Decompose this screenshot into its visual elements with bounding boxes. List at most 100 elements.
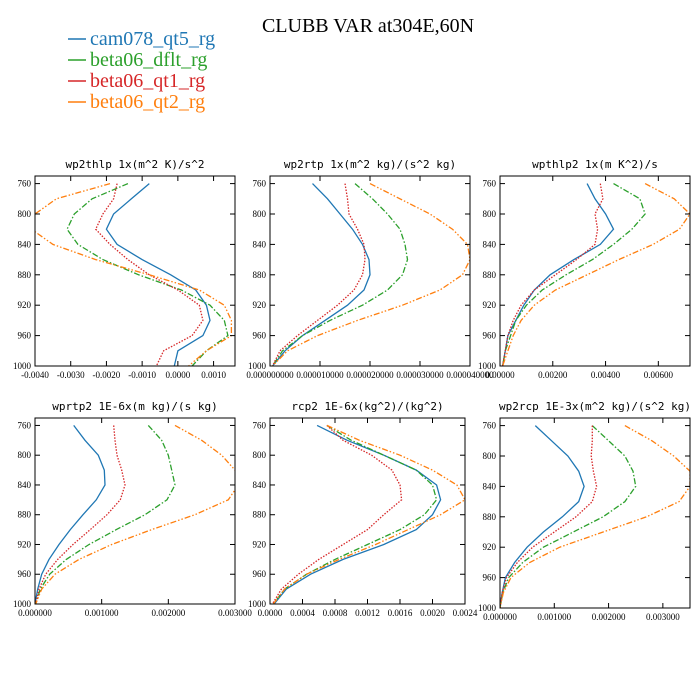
x-tick-label: -0.0020: [93, 370, 121, 380]
y-tick-label: 760: [18, 179, 32, 189]
series-line: [35, 424, 235, 604]
legend-entry: beta06_qt2_rg: [90, 91, 205, 113]
y-tick-label: 760: [483, 179, 497, 189]
panel-title: wp2rtp 1x(m^2 kg)/(s^2 kg): [284, 158, 456, 171]
y-tick-label: 840: [18, 480, 32, 490]
x-tick-label: 0.001000: [537, 612, 571, 622]
series-line: [66, 183, 229, 366]
series-line: [105, 183, 211, 366]
panel: wp2rcp 1E-3x(m^2 kg)/(s^2 kg)760 800 840 88…: [478, 400, 691, 622]
series-line: [271, 183, 366, 366]
series-line: [273, 424, 442, 604]
x-tick-label: 0.000030000: [396, 370, 444, 380]
x-tick-label: 0.002000: [151, 608, 185, 618]
x-tick-label: 0.000000: [18, 608, 52, 618]
y-tick-label: 920: [18, 300, 32, 310]
y-tick-label: 1000: [13, 599, 32, 609]
y-tick-label: 760: [253, 420, 267, 430]
y-tick-label: 800: [253, 209, 267, 219]
x-tick-label: 0.0010: [201, 370, 226, 380]
y-tick-label: 960: [253, 569, 267, 579]
y-tick-label: 960: [18, 569, 32, 579]
panel-title: wp2thlp 1x(m^2 K)/s^2: [65, 158, 204, 171]
y-tick-label: 880: [253, 510, 267, 520]
x-tick-label: -0.0030: [57, 370, 85, 380]
plot-frame: [269, 417, 466, 605]
y-tick-label: 920: [253, 539, 267, 549]
x-tick-label: 0.0012: [355, 608, 380, 618]
legend-entry: beta06_dflt_rg: [90, 49, 207, 71]
y-tick-label: 800: [253, 450, 267, 460]
y-tick-label: 840: [483, 239, 497, 249]
plot-frame: [34, 417, 236, 605]
y-tick-label: 1000: [478, 361, 497, 371]
x-tick-label: -0.0040: [21, 370, 49, 380]
series-line: [500, 425, 585, 608]
y-tick-label: 760: [253, 179, 267, 189]
plot-frame: [34, 175, 236, 367]
series-line: [35, 425, 126, 604]
y-tick-label: 760: [483, 421, 497, 431]
y-tick-label: 1000: [478, 603, 497, 613]
series-line: [272, 424, 438, 604]
y-tick-label: 840: [253, 480, 267, 490]
series-line: [501, 183, 690, 366]
y-tick-label: 840: [253, 239, 267, 249]
x-tick-label: 0.00600: [644, 370, 674, 380]
series-line: [500, 425, 598, 608]
y-tick-label: 960: [483, 331, 497, 341]
x-tick-label: 0.0000: [165, 370, 190, 380]
panel-title: wprtp2 1E-6x(m kg)/(s kg): [52, 400, 218, 413]
series-line: [35, 182, 233, 366]
panel-title: wp2rcp 1E-3x(m^2 kg)/(s^2 kg): [499, 400, 691, 413]
y-tick-label: 920: [483, 300, 497, 310]
series-line: [500, 425, 690, 608]
x-tick-label: 0.0008: [323, 608, 348, 618]
y-tick-label: 960: [483, 573, 497, 583]
x-tick-label: 0.003000: [218, 608, 252, 618]
y-tick-label: 840: [18, 239, 32, 249]
y-tick-label: 840: [483, 481, 497, 491]
panel-title: wpthlp2 1x(m K^2)/s: [532, 158, 658, 171]
series-line: [272, 424, 465, 604]
y-tick-label: 800: [483, 451, 497, 461]
y-tick-label: 1000: [13, 361, 32, 371]
y-tick-label: 880: [483, 270, 497, 280]
panels: wp2thlp 1x(m^2 K)/s^2 760 800 840 880 920 960 1…: [13, 158, 691, 622]
panel-title: rcp2 1E-6x(kg^2)/(kg^2): [291, 400, 443, 413]
series-line: [271, 183, 371, 366]
series-line: [35, 425, 106, 604]
y-tick-label: 920: [483, 542, 497, 552]
series-line: [94, 183, 204, 366]
x-tick-label: 0.00000: [485, 370, 515, 380]
y-tick-label: 880: [253, 270, 267, 280]
plot-frame: [499, 417, 691, 609]
x-tick-label: 0.000040000: [446, 370, 494, 380]
x-tick-label: 0.000000: [483, 612, 517, 622]
x-tick-label: -0.0010: [128, 370, 156, 380]
panel: wpthlp2 1x(m K^2)/s 760 800 840 880 920 960 100…: [478, 158, 691, 380]
figure-title: CLUBB VAR at304E,60N: [262, 15, 474, 37]
series-line: [271, 183, 409, 366]
series-line: [501, 183, 615, 366]
y-tick-label: 800: [483, 209, 497, 219]
panel: rcp2 1E-6x(kg^2)/(kg^2) 760 800 840 880 920 96…: [248, 400, 478, 618]
x-tick-label: 0.000000000: [246, 370, 294, 380]
series-line: [272, 183, 470, 366]
panel: wp2thlp 1x(m^2 K)/s^2 760 800 840 880 920 960 1…: [13, 158, 236, 380]
x-tick-label: 0.00400: [591, 370, 621, 380]
series-line: [271, 424, 403, 604]
panel: wp2rtp 1x(m^2 kg)/(s^2 kg) 760 800 840 880 92…: [246, 158, 494, 380]
x-tick-label: 0.0004: [290, 608, 315, 618]
series-line: [501, 183, 604, 366]
series-line: [35, 424, 176, 604]
y-tick-label: 880: [18, 510, 32, 520]
x-tick-label: 0.000020000: [346, 370, 394, 380]
y-tick-label: 960: [253, 331, 267, 341]
y-tick-label: 760: [18, 420, 32, 430]
y-tick-label: 800: [18, 209, 32, 219]
x-tick-label: 0.0024: [453, 608, 478, 618]
x-tick-label: 0.00200: [538, 370, 568, 380]
y-tick-label: 960: [18, 331, 32, 341]
